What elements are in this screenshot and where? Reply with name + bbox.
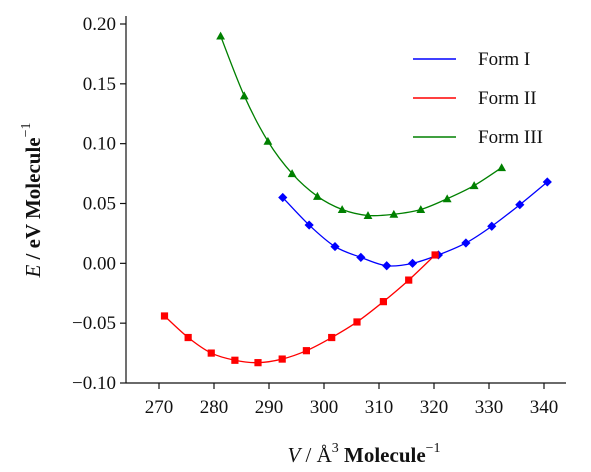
data-point	[304, 220, 314, 230]
y-tick-label: −0.10	[72, 373, 116, 394]
data-point	[216, 31, 225, 40]
x-tick-label: 310	[365, 397, 394, 418]
data-point	[287, 169, 297, 178]
series-line	[219, 35, 503, 217]
y-tick-label: −0.05	[72, 313, 116, 334]
series-form-ii	[160, 251, 439, 367]
data-point	[231, 356, 239, 364]
data-point	[487, 221, 497, 231]
legend-label: Form I	[478, 49, 530, 70]
data-point	[379, 298, 387, 306]
y-tick-label: 0.10	[83, 134, 116, 155]
series-form-iii	[216, 31, 507, 219]
x-axis-label: V / Å3 Molecule−1	[287, 441, 440, 467]
data-point	[469, 181, 479, 190]
x-tick-label: 330	[475, 397, 504, 418]
y-ticks: −0.10 −0.05 0.00 0.05 0.10 0.15 0.20	[72, 14, 126, 394]
data-point	[389, 209, 399, 218]
x-tick-label: 270	[145, 397, 174, 418]
data-point	[382, 261, 392, 271]
legend-label: Form II	[478, 88, 537, 109]
data-point	[278, 355, 286, 363]
series-line	[282, 181, 548, 267]
y-tick-label: 0.15	[83, 74, 116, 95]
data-point	[461, 238, 471, 248]
series-line	[164, 254, 436, 364]
data-point	[184, 333, 192, 342]
series-form-i	[278, 177, 552, 271]
x-tick-label: 340	[530, 397, 559, 418]
x-tick-label: 300	[310, 397, 339, 418]
x-tick-label: 290	[255, 397, 284, 418]
data-point	[337, 205, 347, 214]
x-tick-label: 280	[200, 397, 229, 418]
data-point	[363, 211, 373, 219]
data-point	[407, 258, 418, 268]
data-point	[328, 333, 336, 342]
data-point	[330, 241, 340, 252]
data-point	[431, 251, 439, 259]
data-point	[497, 163, 507, 172]
y-tick-label: 0.00	[83, 253, 116, 274]
data-point	[263, 136, 273, 145]
data-point	[302, 347, 310, 355]
data-point	[278, 192, 288, 203]
data-point	[442, 194, 452, 203]
data-point	[353, 318, 361, 326]
y-tick-label: 0.05	[83, 194, 116, 215]
y-tick-label: 0.20	[83, 14, 116, 35]
series-layer	[160, 31, 552, 367]
data-point	[254, 359, 262, 367]
data-point	[416, 205, 426, 214]
data-point	[160, 312, 169, 320]
x-tick-label: 320	[420, 397, 449, 418]
y-axis-label: E / eV Molecule−1	[19, 122, 45, 278]
data-point	[207, 349, 215, 357]
data-point	[515, 200, 525, 210]
data-point	[313, 191, 322, 200]
data-point	[405, 276, 413, 284]
data-point	[542, 177, 552, 187]
legend-label: Form III	[478, 127, 543, 148]
legend: Form I Form II Form III	[413, 49, 543, 148]
data-point	[239, 91, 249, 100]
x-ticks: 270 280 290 300 310 320 330 340	[145, 383, 559, 418]
data-point	[356, 252, 366, 262]
